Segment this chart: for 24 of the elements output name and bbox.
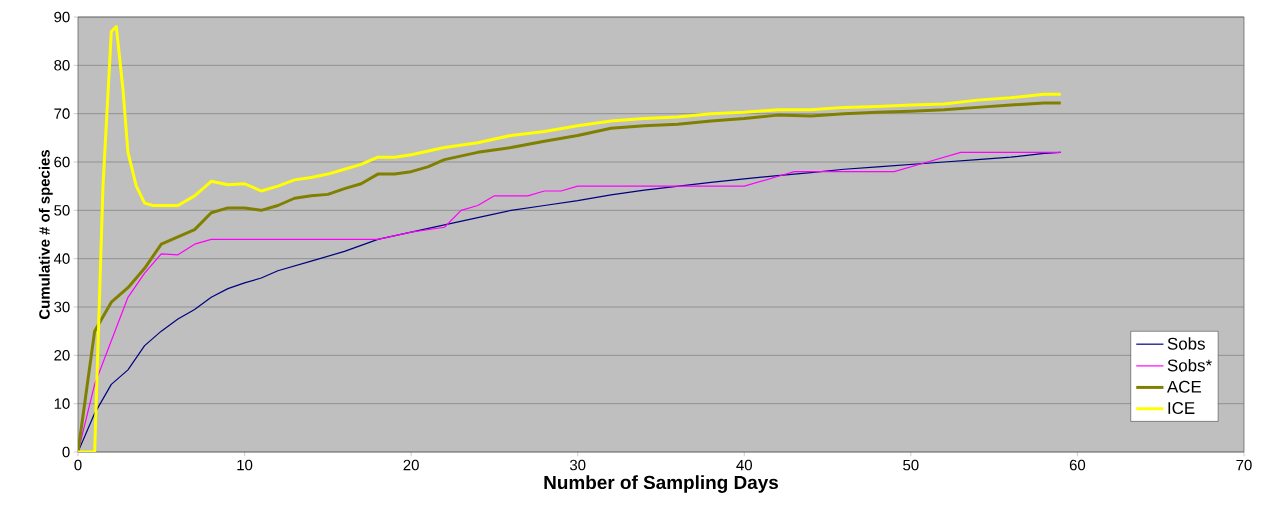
- y-tick-label: 50: [54, 205, 70, 216]
- x-tick-label: 0: [74, 459, 82, 471]
- y-tick-label: 20: [54, 350, 70, 361]
- x-tick-label: 40: [736, 459, 752, 471]
- y-tick-label: 40: [53, 253, 70, 264]
- y-axis-title: Cumulative # of species: [38, 150, 53, 320]
- x-tick-label: 20: [403, 459, 419, 471]
- legend-label: ACE: [1166, 380, 1202, 393]
- x-tick-label: 50: [903, 459, 919, 471]
- x-tick-label: 10: [237, 459, 253, 471]
- legend-label: ICE: [1168, 402, 1195, 415]
- y-tick-label: 30: [54, 301, 70, 313]
- y-tick-label: 10: [54, 398, 70, 409]
- legend-label: Sobs*: [1167, 359, 1212, 372]
- x-tick-label: 60: [1069, 459, 1086, 471]
- x-tick-label: 70: [1236, 459, 1252, 471]
- legend-label: Sobs: [1167, 337, 1205, 350]
- x-axis-title: Number of Sampling Days: [544, 475, 778, 493]
- y-tick-label: 60: [54, 156, 70, 168]
- y-tick-label: 70: [54, 108, 70, 119]
- y-tick-label: 80: [54, 60, 70, 71]
- x-tick-label: 30: [569, 459, 586, 471]
- y-tick-label: 0: [62, 446, 70, 458]
- y-tick-label: 90: [54, 11, 70, 23]
